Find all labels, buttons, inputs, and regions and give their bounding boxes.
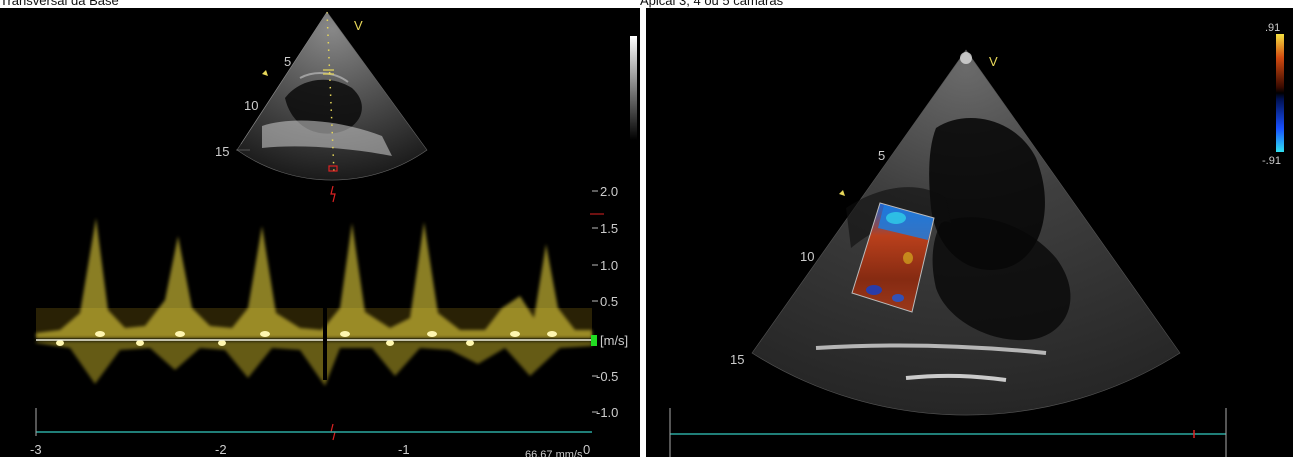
time-tick-neg3: -3 <box>30 442 42 457</box>
baseline-marker <box>591 335 597 346</box>
left-orientation-marker: V <box>354 18 363 33</box>
left-depth-label-5: 5 <box>284 54 291 69</box>
color-velocity-scale <box>1276 34 1284 152</box>
velocity-unit-label: [m/s] <box>600 333 628 348</box>
velocity-tick-2.0: 2.0 <box>600 184 618 199</box>
time-tick-neg2: -2 <box>215 442 227 457</box>
apical-sector <box>751 49 1181 416</box>
velocity-tick-1.5: 1.5 <box>600 221 618 236</box>
left-depth-label-15: 15 <box>215 144 229 159</box>
grayscale-bar <box>630 36 637 140</box>
velocity-tick-neg1.0: -1.0 <box>596 405 618 420</box>
right-depth-label-10: 10 <box>800 249 814 264</box>
transducer-apex <box>960 52 972 64</box>
velocity-tick-0.5: 0.5 <box>600 294 618 309</box>
apical-panel: 5 10 15 V .91 -.91 <box>646 8 1293 457</box>
velocity-tick-neg0.5: -0.5 <box>596 369 618 384</box>
color-scale-min-label: -.91 <box>1262 155 1281 167</box>
right-depth-label-15: 15 <box>730 352 744 367</box>
sweep-speed-label: 66.67 mm/s <box>525 449 583 457</box>
color-scale-max-label: .91 <box>1265 22 1280 34</box>
doppler-spectrum <box>36 218 592 386</box>
focus-marker-icon <box>839 190 845 196</box>
time-tick-neg1: -1 <box>398 442 410 457</box>
focus-marker-icon <box>262 70 268 76</box>
psax-sector <box>236 11 428 181</box>
right-view-caption: Apical 3, 4 ou 5 câmaras <box>640 0 784 8</box>
time-tick-0: 0 <box>583 442 590 457</box>
apical-view: 5 10 15 V .91 -.91 <box>669 22 1284 457</box>
doppler-view: 5 10 15 V 2.0 1.5 1.0 0.5 [m/s] <box>30 11 637 457</box>
left-view-caption: Transversal da Base <box>0 0 119 8</box>
doppler-panel: 5 10 15 V 2.0 1.5 1.0 0.5 [m/s] <box>0 8 640 457</box>
right-orientation-marker: V <box>989 54 998 69</box>
color-doppler-box <box>851 202 935 313</box>
right-depth-label-5: 5 <box>878 148 885 163</box>
doppler-freeze-gap <box>323 304 327 380</box>
velocity-tick-1.0: 1.0 <box>600 258 618 273</box>
left-depth-label-10: 10 <box>244 98 258 113</box>
ecg-trigger-icon <box>330 185 336 203</box>
velocity-scale <box>592 190 598 413</box>
